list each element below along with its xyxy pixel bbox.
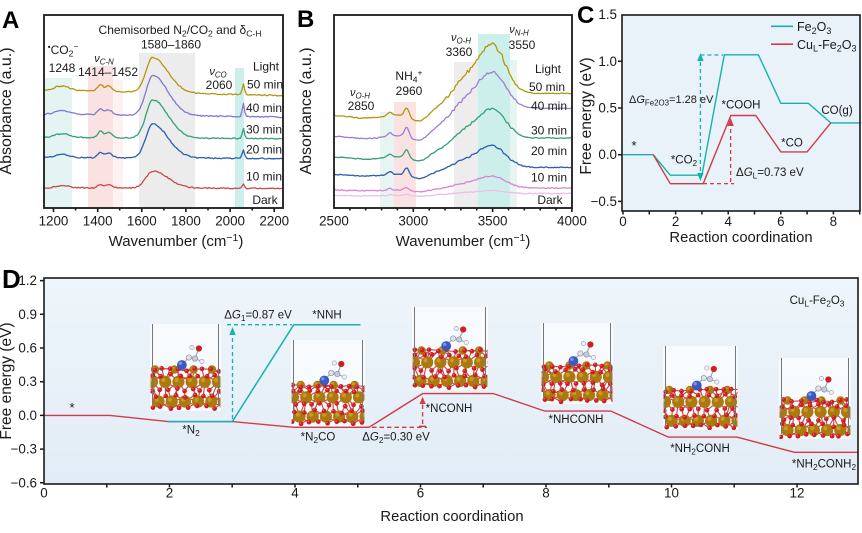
svg-text:Light: Light (535, 62, 562, 76)
svg-text:1414–1452: 1414–1452 (78, 65, 138, 79)
svg-text:2: 2 (166, 486, 173, 501)
svg-text:Absorbance (a.u.): Absorbance (a.u.) (0, 47, 15, 174)
svg-text:νO-H: νO-H (451, 32, 471, 45)
svg-text:*NNH: *NNH (312, 310, 341, 322)
svg-text:νO-H: νO-H (350, 87, 370, 100)
svg-text:3500: 3500 (478, 214, 508, 229)
svg-text:2060: 2060 (206, 78, 233, 92)
svg-text:2850: 2850 (348, 99, 375, 113)
svg-text:−0.5: −0.5 (591, 194, 617, 209)
svg-text:νCO: νCO (209, 66, 226, 79)
svg-text:1248: 1248 (49, 61, 76, 75)
svg-text:0.6: 0.6 (18, 341, 37, 356)
svg-text:0: 0 (40, 486, 47, 501)
svg-text:•CO2−: •CO2− (48, 41, 79, 58)
svg-text:40 min: 40 min (531, 99, 567, 113)
svg-text:3000: 3000 (398, 214, 428, 229)
svg-text:*CO2: *CO2 (671, 155, 698, 169)
svg-text:*: * (631, 138, 636, 153)
svg-text:8: 8 (542, 486, 549, 501)
svg-text:*COOH: *COOH (722, 100, 761, 112)
svg-text:1600: 1600 (127, 214, 157, 229)
svg-text:Dark: Dark (252, 193, 278, 207)
svg-text:*NH2CONH: *NH2CONH (670, 443, 730, 457)
svg-text:Chemisorbed N2/CO2 and δC-H: Chemisorbed N2/CO2 and δC-H (99, 23, 262, 39)
svg-text:2000: 2000 (215, 214, 245, 229)
svg-text:10: 10 (664, 486, 679, 501)
svg-text:0.5: 0.5 (598, 101, 617, 116)
svg-text:Free energy (eV): Free energy (eV) (578, 57, 595, 174)
svg-text:Reaction coordination: Reaction coordination (380, 509, 523, 525)
svg-text:CuL-Fe2O3: CuL-Fe2O3 (797, 38, 857, 54)
svg-text:1800: 1800 (171, 214, 201, 229)
svg-text:−0.6: −0.6 (11, 475, 37, 490)
svg-text:2: 2 (672, 214, 679, 229)
svg-text:10 min: 10 min (531, 171, 567, 185)
svg-text:20 min: 20 min (246, 143, 282, 157)
svg-text:CuL-Fe2O3: CuL-Fe2O3 (790, 295, 845, 309)
svg-text:CO(g): CO(g) (821, 105, 852, 117)
svg-text:*: * (69, 400, 74, 415)
svg-text:Fe2O3: Fe2O3 (797, 20, 831, 36)
svg-text:B: B (297, 6, 314, 33)
svg-text:30 min: 30 min (246, 123, 282, 137)
svg-text:Free energy (eV): Free energy (eV) (0, 322, 15, 439)
svg-text:6: 6 (417, 486, 424, 501)
svg-text:Absorbance (a.u.): Absorbance (a.u.) (298, 47, 315, 174)
svg-text:Light: Light (253, 60, 280, 74)
svg-text:0.0: 0.0 (598, 147, 617, 162)
svg-text:−0.3: −0.3 (11, 442, 37, 457)
svg-text:4: 4 (724, 214, 732, 229)
svg-text:*NHCONH: *NHCONH (549, 414, 604, 426)
svg-text:0: 0 (619, 214, 626, 229)
svg-text:1580–1860: 1580–1860 (141, 38, 201, 52)
svg-text:3360: 3360 (446, 45, 473, 59)
svg-text:*N2CO: *N2CO (301, 432, 336, 446)
svg-text:6: 6 (777, 214, 784, 229)
svg-text:*N2: *N2 (182, 425, 200, 439)
svg-text:NH4+: NH4+ (395, 67, 422, 84)
svg-text:D: D (2, 264, 21, 294)
svg-text:10 min: 10 min (246, 170, 282, 184)
svg-text:4: 4 (291, 486, 299, 501)
svg-text:1.5: 1.5 (598, 7, 617, 22)
svg-text:Wavenumber (cm−1): Wavenumber (cm−1) (396, 232, 531, 250)
svg-text:1.0: 1.0 (598, 54, 617, 69)
svg-text:8: 8 (830, 214, 837, 229)
svg-text:4000: 4000 (557, 214, 587, 229)
svg-text:νC-N: νC-N (94, 53, 114, 66)
svg-text:ΔGFe2O3=1.28 eV: ΔGFe2O3=1.28 eV (629, 94, 714, 107)
svg-text:Dark: Dark (537, 193, 563, 207)
svg-text:C: C (577, 2, 594, 29)
svg-text:2960: 2960 (396, 84, 423, 98)
svg-text:3550: 3550 (509, 38, 536, 52)
svg-text:*CO: *CO (781, 138, 803, 150)
svg-text:2500: 2500 (319, 214, 349, 229)
svg-text:*NH2CONH2: *NH2CONH2 (792, 459, 857, 473)
svg-text:Wavenumber (cm−1): Wavenumber (cm−1) (109, 232, 244, 250)
svg-text:30 min: 30 min (531, 124, 567, 138)
svg-text:νN-H: νN-H (509, 24, 529, 37)
svg-text:1200: 1200 (39, 214, 69, 229)
svg-text:2200: 2200 (259, 214, 289, 229)
svg-text:0.3: 0.3 (18, 374, 37, 389)
svg-text:ΔGL=0.73 eV: ΔGL=0.73 eV (736, 167, 804, 181)
svg-text:*NCONH: *NCONH (426, 403, 473, 415)
svg-text:0.9: 0.9 (18, 307, 37, 322)
svg-text:ΔG2=0.30 eV: ΔG2=0.30 eV (362, 432, 430, 446)
svg-text:12: 12 (790, 486, 805, 501)
svg-text:Reaction coordination: Reaction coordination (669, 230, 812, 246)
svg-text:20 min: 20 min (531, 144, 567, 158)
svg-text:1.2: 1.2 (18, 273, 37, 288)
svg-text:ΔG1=0.87 eV: ΔG1=0.87 eV (224, 310, 292, 324)
svg-text:50 min: 50 min (247, 78, 283, 92)
svg-text:A: A (2, 7, 19, 34)
svg-text:1400: 1400 (83, 214, 113, 229)
svg-text:40 min: 40 min (246, 101, 282, 115)
svg-text:50 min: 50 min (529, 80, 565, 94)
svg-text:0.0: 0.0 (18, 408, 37, 423)
